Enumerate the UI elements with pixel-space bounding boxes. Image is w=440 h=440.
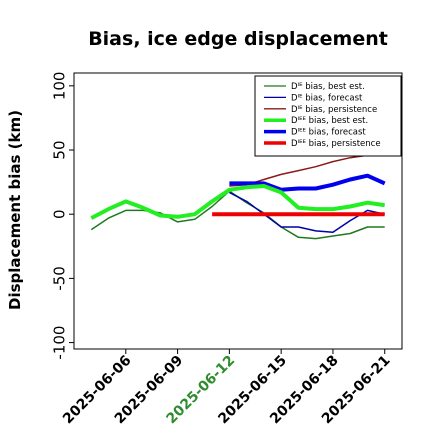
legend-label: Dᴵᴱ bias, forecast xyxy=(291,93,363,103)
series-line-3 xyxy=(90,184,385,220)
legend-label: Dᴵᴱ bias, best est. xyxy=(291,82,365,92)
series-layer xyxy=(90,150,386,240)
y-tick-label: 0 xyxy=(50,209,68,219)
legend-label: Dᴵᴱᴱ bias, persistence xyxy=(291,139,381,149)
y-axis-label: Displacement bias (km) xyxy=(6,110,24,310)
series-line-4 xyxy=(229,173,386,192)
legend-label: Dᴵᴱᴱ bias, best est. xyxy=(291,116,368,126)
legend-label: Dᴵᴱ bias, persistence xyxy=(291,105,377,115)
y-tick-label: 100 xyxy=(50,72,68,101)
legend-label: Dᴵᴱᴱ bias, forecast xyxy=(291,128,366,138)
chart-title: Bias, ice edge displacement xyxy=(88,28,388,50)
y-tick-label: -50 xyxy=(50,266,68,291)
y-tick-label: 50 xyxy=(50,140,68,159)
y-tick-label: -100 xyxy=(50,326,68,360)
legend: Dᴵᴱ bias, best est.Dᴵᴱ bias, forecast Dᴵᴱ… xyxy=(254,75,402,157)
